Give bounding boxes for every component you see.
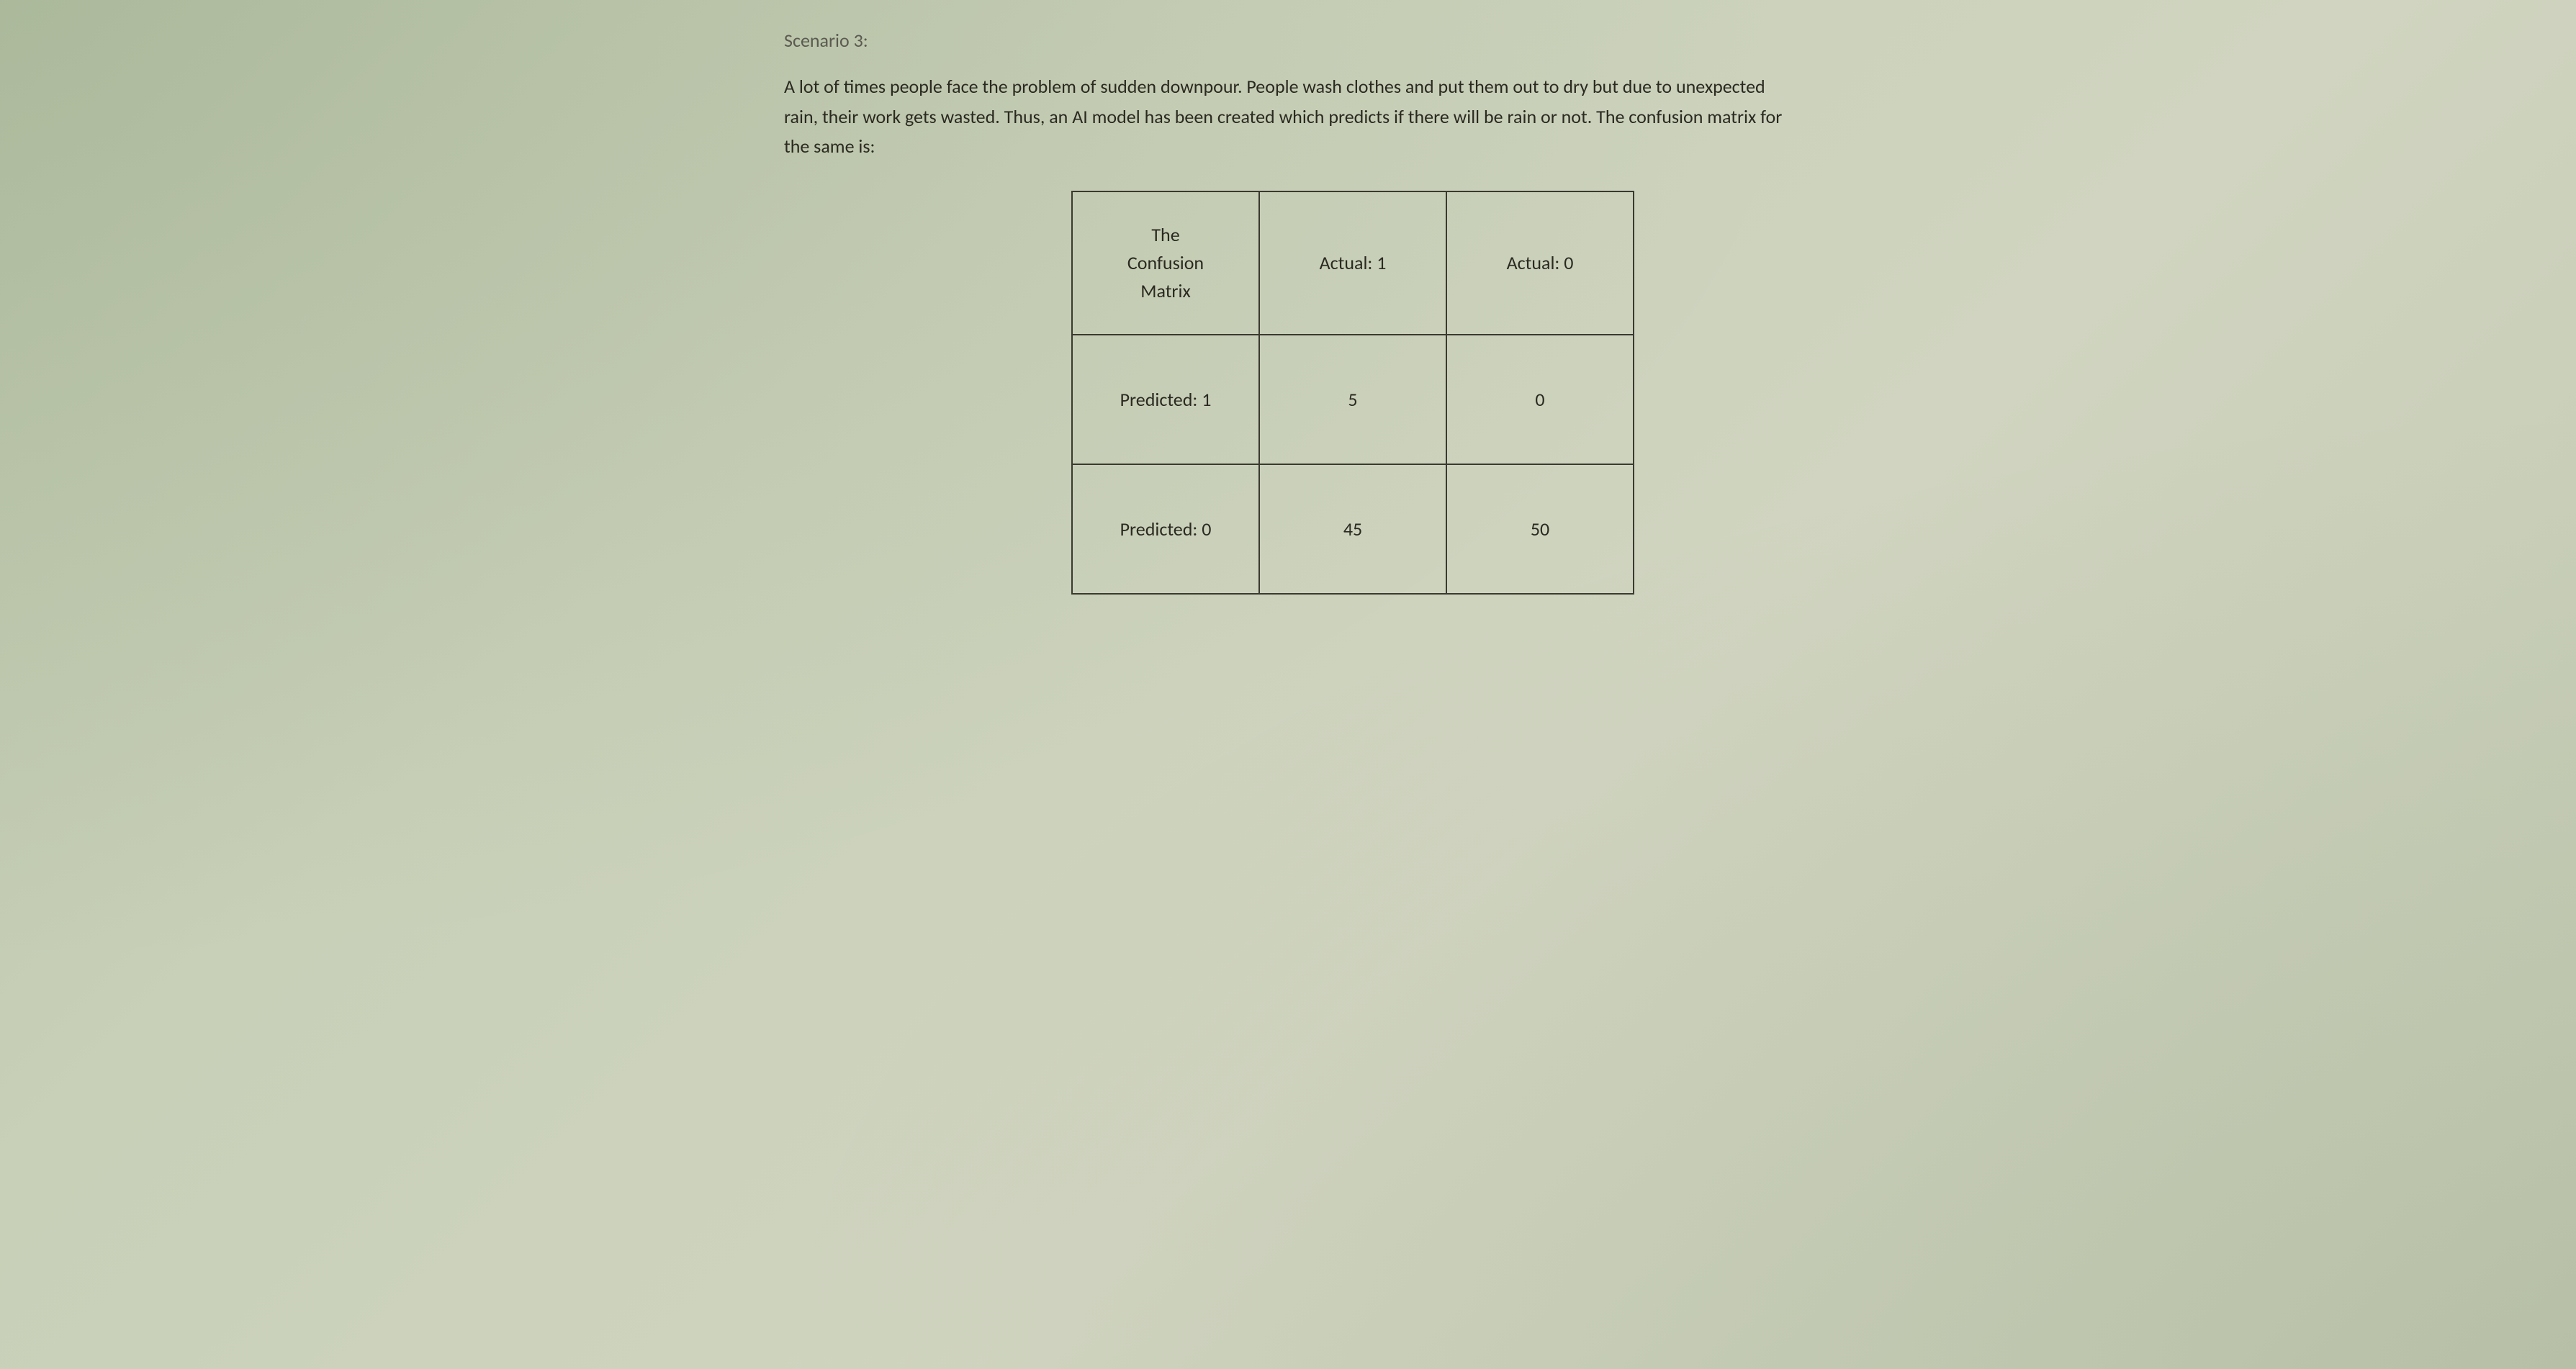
col-header-actual-0: Actual: 0 [1446,191,1634,335]
scenario-title: Scenario 3: [784,29,1792,52]
cell-fn: 45 [1259,464,1446,594]
confusion-matrix-table: The Confusion Matrix Actual: 1 Actual: 0… [1071,191,1634,595]
table-row: Predicted: 0 45 50 [1072,464,1634,594]
cell-tp: 5 [1259,335,1446,464]
table-header-row: The Confusion Matrix Actual: 1 Actual: 0 [1072,191,1634,335]
cell-tn: 50 [1446,464,1634,594]
col-header-actual-1: Actual: 1 [1259,191,1446,335]
matrix-title-cell: The Confusion Matrix [1072,191,1259,335]
confusion-matrix-wrapper: The Confusion Matrix Actual: 1 Actual: 0… [784,191,1792,595]
scenario-description: A lot of times people face the problem o… [784,72,1792,162]
matrix-label-line3: Matrix [1094,277,1237,305]
matrix-label-line2: Confusion [1094,249,1237,277]
matrix-label-line1: The [1094,221,1237,249]
cell-fp: 0 [1446,335,1634,464]
table-row: Predicted: 1 5 0 [1072,335,1634,464]
row-header-predicted-0: Predicted: 0 [1072,464,1259,594]
row-header-predicted-1: Predicted: 1 [1072,335,1259,464]
